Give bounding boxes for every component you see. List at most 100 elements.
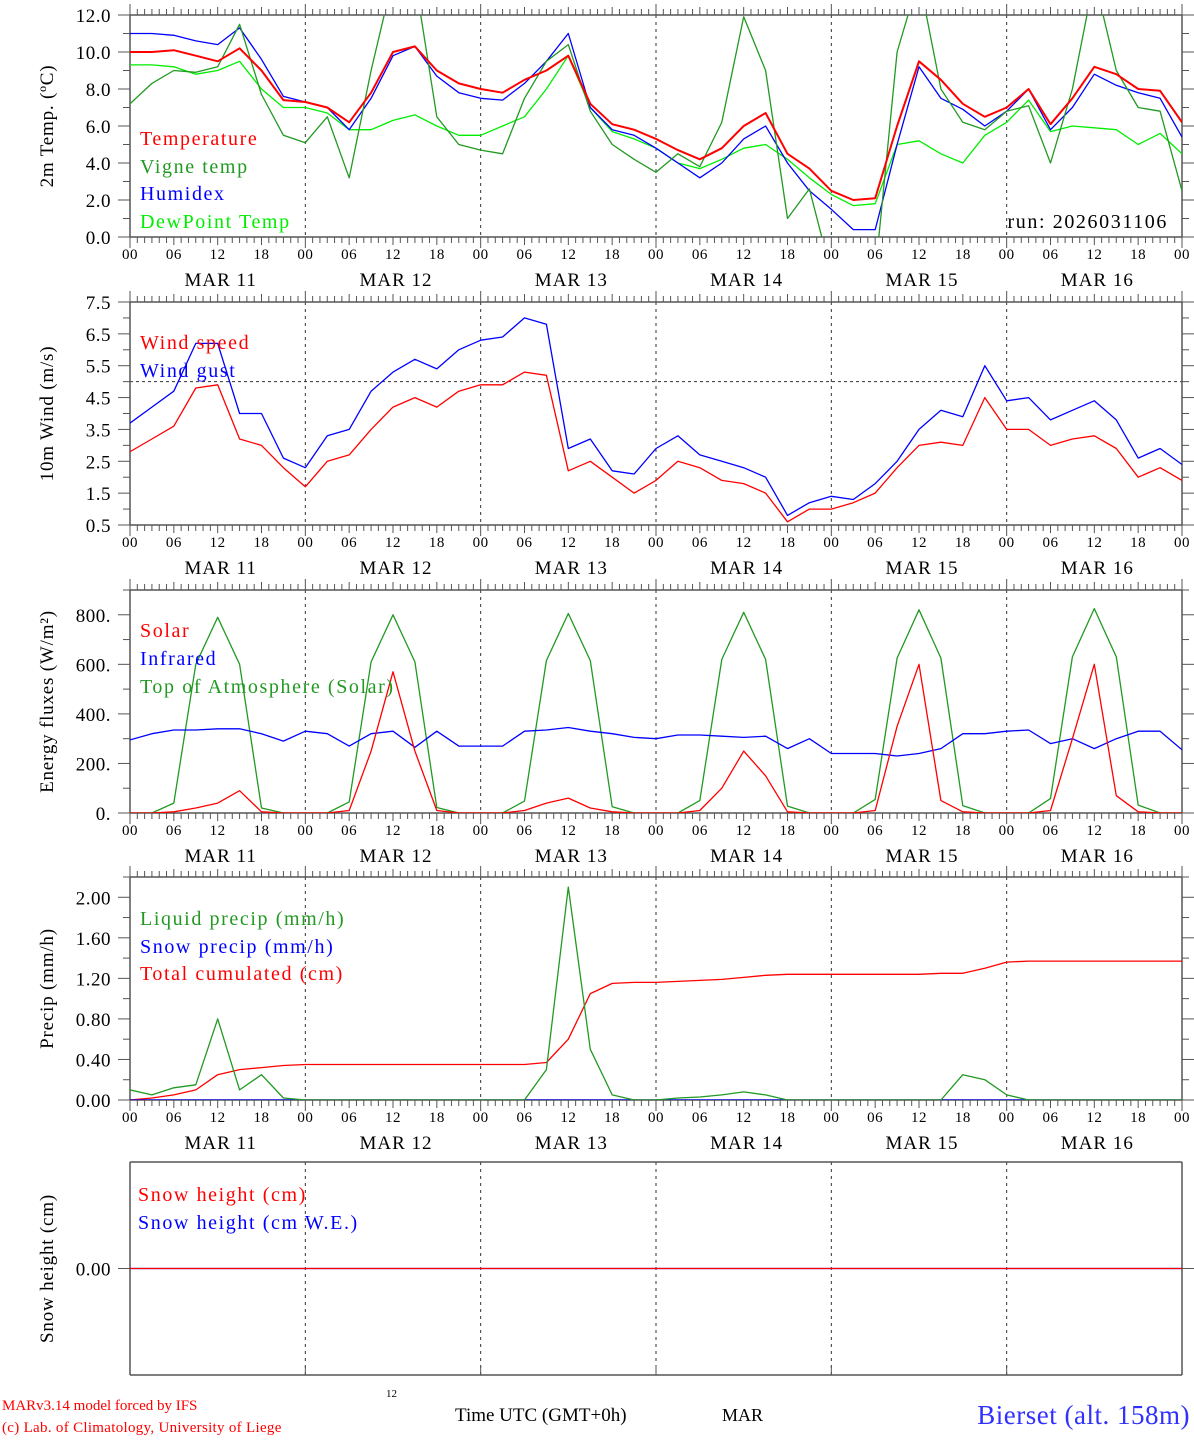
panel-1: 00 06 12 18 00 06 12 18 00 06 12 18 00 06 12 18 00 06 12 18…	[37, 4, 1194, 291]
legend-entry: DewPoint Temp	[140, 211, 291, 233]
legend-entry: Liquid precip (mm/h)	[140, 908, 345, 930]
day-label: MAR 14	[710, 558, 783, 579]
day-label: MAR 16	[1061, 1133, 1134, 1154]
x-tick-label: 06	[517, 535, 533, 551]
day-label: MAR 13	[535, 846, 608, 867]
stray-tick-label: 12	[386, 1388, 397, 1400]
time-axis-title: Time UTC (GMT+0h)	[455, 1405, 627, 1426]
x-tick-label: 06	[166, 823, 182, 839]
day-label: MAR 11	[184, 270, 256, 291]
legend-entry: Solar	[140, 620, 190, 642]
x-tick-label: 00	[823, 535, 839, 551]
series-line-vigne-temp	[130, 15, 1182, 237]
y-axis-title: 2m Temp. (ºC)	[37, 65, 58, 188]
x-tick-label: 18	[254, 247, 270, 263]
x-tick-label: 12	[911, 1110, 927, 1126]
y-tick-label: 2.5	[86, 452, 111, 473]
legend-entry: Snow precip (mm/h)	[140, 936, 334, 958]
x-tick-label: 18	[780, 535, 796, 551]
run-label: run: 2026031106	[1008, 211, 1168, 233]
x-tick-label: 00	[999, 1110, 1015, 1126]
panel-2: 00 06 12 18 00 06 12 18 00 06 12 18 00 06 12 18 00 06 12 18…	[37, 291, 1194, 579]
x-tick-label: 12	[911, 535, 927, 551]
x-tick-label: 12	[210, 823, 226, 839]
day-label: MAR 14	[710, 1133, 783, 1154]
x-tick-label: 00	[1174, 1110, 1190, 1126]
y-tick-label: 3.5	[86, 420, 111, 441]
day-label: MAR 16	[1061, 270, 1134, 291]
y-tick-label: 7.5	[86, 293, 111, 314]
series-line-wind-gust	[130, 317, 1182, 517]
x-tick-label: 18	[254, 535, 270, 551]
x-tick-label: 18	[955, 1110, 971, 1126]
x-tick-label: 12	[210, 535, 226, 551]
day-label: MAR 11	[184, 846, 256, 867]
x-tick-label: 06	[1043, 1110, 1059, 1126]
x-tick-label: 18	[429, 535, 445, 551]
y-tick-label: 10.0	[76, 43, 111, 64]
x-tick-label: 00	[1174, 823, 1190, 839]
legend-entry: Humidex	[140, 183, 226, 205]
x-tick-label: 00	[648, 247, 664, 263]
x-tick-label: 12	[1086, 535, 1102, 551]
day-label: MAR 14	[710, 846, 783, 867]
x-tick-label: 06	[867, 247, 883, 263]
x-tick-label: 06	[517, 1110, 533, 1126]
y-tick-label: 6.5	[86, 325, 111, 346]
x-tick-label: 00	[823, 1110, 839, 1126]
x-tick-label: 12	[1086, 1110, 1102, 1126]
legend-entry: Snow height (cm)	[138, 1184, 307, 1206]
series-line-temperature	[130, 45, 1182, 201]
x-tick-label: 18	[254, 1110, 270, 1126]
x-tick-label: 00	[297, 1110, 313, 1126]
y-tick-label: 0.00	[76, 1260, 111, 1281]
series-group	[130, 317, 1182, 523]
month-label: MAR	[722, 1405, 764, 1425]
x-tick-label: 12	[385, 247, 401, 263]
x-tick-label: 12	[560, 1110, 576, 1126]
legend-entry: Wind speed	[140, 332, 250, 354]
y-tick-label: 8.0	[86, 80, 111, 101]
x-tick-label: 18	[604, 823, 620, 839]
x-tick-label: 18	[1130, 1110, 1146, 1126]
y-axis-title: Snow height (cm)	[37, 1194, 58, 1343]
day-label: MAR 15	[885, 1133, 958, 1154]
x-tick-label: 12	[385, 823, 401, 839]
x-tick-label: 00	[297, 823, 313, 839]
y-tick-label: 0.00	[76, 1091, 111, 1112]
x-tick-label: 12	[385, 535, 401, 551]
x-tick-label: 00	[473, 247, 489, 263]
station-title: Bierset (alt. 158m)	[977, 1400, 1190, 1430]
x-tick-label: 00	[297, 535, 313, 551]
x-tick-label: 00	[999, 535, 1015, 551]
x-tick-label: 12	[560, 247, 576, 263]
x-tick-label: 06	[692, 1110, 708, 1126]
x-tick-label: 18	[955, 535, 971, 551]
day-label: MAR 13	[535, 1133, 608, 1154]
x-tick-label: 06	[1043, 247, 1059, 263]
legend-entry: Wind gust	[140, 360, 236, 382]
x-tick-label: 00	[122, 823, 138, 839]
day-label: MAR 15	[885, 270, 958, 291]
y-tick-label: 6.0	[86, 117, 111, 138]
x-tick-label: 12	[560, 823, 576, 839]
x-tick-label: 18	[604, 247, 620, 263]
x-tick-label: 18	[429, 823, 445, 839]
y-tick-label: 200.	[76, 754, 111, 775]
x-tick-label: 00	[122, 535, 138, 551]
day-label: MAR 12	[359, 1133, 432, 1154]
day-label: MAR 12	[359, 846, 432, 867]
y-tick-label: 1.5	[86, 484, 111, 505]
day-label: MAR 16	[1061, 558, 1134, 579]
y-tick-label: 4.5	[86, 389, 111, 410]
x-tick-label: 06	[692, 823, 708, 839]
x-tick-label: 06	[341, 1110, 357, 1126]
x-tick-label: 00	[122, 247, 138, 263]
panel-3: 00 06 12 18 00 06 12 18 00 06 12 18 00 06 12 18 00 06 12 18…	[37, 579, 1194, 867]
x-tick-label: 18	[429, 247, 445, 263]
y-tick-label: 600.	[76, 655, 111, 676]
day-label: MAR 11	[184, 558, 256, 579]
x-tick-label: 12	[911, 247, 927, 263]
y-tick-label: 0.	[96, 804, 111, 825]
x-tick-label: 00	[473, 535, 489, 551]
